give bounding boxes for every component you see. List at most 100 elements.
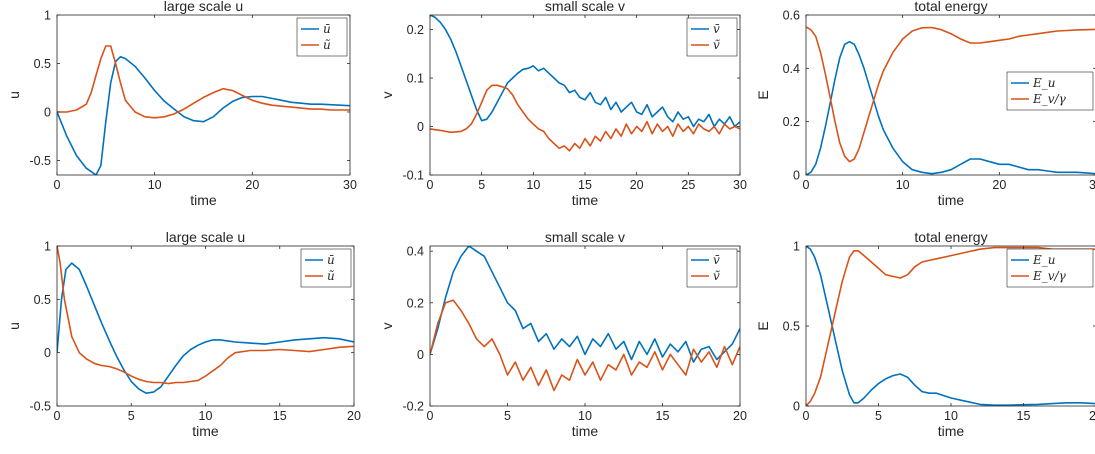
series-line-orange (806, 246, 1095, 406)
y-tick-label: 0.5 (34, 57, 51, 71)
x-tick-label: 10 (148, 178, 162, 192)
x-axis-label: time (938, 192, 965, 208)
subplot-3: 0 10 20 30 0 0.2 0.4 0.6 total energy time E E_u E_v… (755, 0, 1095, 208)
series-line-orange (57, 45, 350, 119)
legend-entry: E_v/γ (1032, 269, 1067, 283)
y-axis-label: v (379, 92, 395, 99)
series-line-orange (806, 26, 1095, 163)
x-axis-label: time (572, 192, 599, 208)
y-tick-label: 0.2 (407, 296, 424, 310)
x-tick-label: 0 (427, 409, 434, 423)
subplot-6: 0 5 10 15 20 0 0.5 1 total energy time E E_u E_v/γ (755, 229, 1095, 439)
y-tick-label: -0.1 (402, 169, 424, 183)
legend: v̄ ṽ (686, 248, 738, 288)
x-tick-label: 10 (944, 409, 958, 423)
legend-entry: ũ (323, 38, 331, 52)
y-tick-label: -0.5 (29, 400, 51, 414)
x-tick-label: 10 (578, 409, 592, 423)
y-tick-label: 0 (44, 105, 51, 119)
x-tick-label: 15 (273, 409, 287, 423)
legend-entry: v̄ (713, 253, 720, 267)
y-tick-label: 0 (793, 169, 800, 183)
legend-entry: E_v/γ (1032, 92, 1067, 106)
y-tick-label: 0.4 (407, 245, 424, 259)
x-tick-label: 5 (504, 409, 511, 423)
chart-title: large scale u (164, 0, 243, 14)
legend-entry: v̄ (713, 22, 720, 36)
y-tick-label: 0.2 (407, 23, 424, 37)
x-tick-label: 30 (733, 178, 747, 192)
x-axis-label: time (938, 423, 965, 439)
y-axis-label: u (6, 322, 22, 330)
y-tick-label: 0.4 (783, 62, 800, 76)
x-tick-label: 20 (1089, 409, 1095, 423)
y-tick-label: 0.1 (407, 72, 424, 86)
legend: E_u E_v/γ (1006, 71, 1094, 111)
y-tick-label: -0.5 (29, 154, 51, 168)
legend-entry: ũ (327, 269, 335, 283)
series-line-blue (57, 262, 354, 395)
x-axis-label: time (190, 192, 217, 208)
x-tick-label: 0 (54, 178, 61, 192)
x-tick-label: 20 (245, 178, 259, 192)
legend-entry: E_u (1032, 253, 1056, 267)
y-tick-label: 0 (417, 348, 424, 362)
y-tick-label: 0.2 (783, 115, 800, 129)
series-line-blue (806, 246, 1095, 406)
y-axis-label: E (755, 90, 771, 99)
legend: ūũ (296, 17, 348, 57)
x-tick-label: 5 (875, 409, 882, 423)
legend-entry: ū (323, 22, 331, 36)
x-tick-label: 15 (656, 409, 670, 423)
y-axis-label: E (755, 321, 771, 330)
y-tick-label: 0 (44, 346, 51, 360)
x-tick-label: 5 (128, 409, 135, 423)
legend: ūũ (300, 248, 352, 288)
chart-title: total energy (914, 0, 987, 14)
axes-box (56, 14, 351, 176)
series-line-blue (57, 55, 350, 175)
y-tick-label: -0.2 (402, 400, 424, 414)
x-tick-label: 0 (803, 178, 810, 192)
y-tick-label: 1 (793, 240, 800, 254)
x-tick-label: 20 (733, 409, 747, 423)
x-tick-label: 15 (1017, 409, 1031, 423)
series-line-blue (430, 15, 740, 128)
series-line-orange (57, 246, 354, 385)
x-tick-label: 20 (630, 178, 644, 192)
series-line-orange (430, 299, 740, 392)
x-tick-label: 5 (478, 178, 485, 192)
legend-entry: ṽ (713, 38, 720, 52)
y-tick-label: 0.6 (783, 9, 800, 23)
legend: E_u E_v/γ (1006, 248, 1094, 288)
series-line-blue (806, 40, 1095, 175)
x-tick-label: 0 (54, 409, 61, 423)
y-tick-label: 0 (417, 120, 424, 134)
legend-entry: ṽ (713, 269, 720, 283)
axes-box (805, 14, 1095, 176)
x-axis-label: time (192, 423, 219, 439)
x-tick-label: 0 (803, 409, 810, 423)
x-tick-label: 10 (526, 178, 540, 192)
x-tick-label: 0 (427, 178, 434, 192)
legend-entry: ū (327, 253, 335, 267)
chart-title: large scale u (166, 229, 245, 245)
y-axis-label: u (6, 91, 22, 99)
series-line-orange (430, 84, 740, 152)
chart-title: total energy (914, 229, 987, 245)
x-tick-label: 15 (578, 178, 592, 192)
series-line-blue (430, 246, 740, 363)
legend: v̄ ṽ (686, 17, 738, 57)
x-tick-label: 30 (1089, 178, 1095, 192)
y-tick-label: 0 (793, 400, 800, 414)
x-axis-label: time (572, 423, 599, 439)
x-tick-label: 10 (199, 409, 213, 423)
x-tick-label: 20 (992, 178, 1006, 192)
y-tick-label: 1 (44, 9, 51, 23)
y-axis-label: v (379, 323, 395, 330)
